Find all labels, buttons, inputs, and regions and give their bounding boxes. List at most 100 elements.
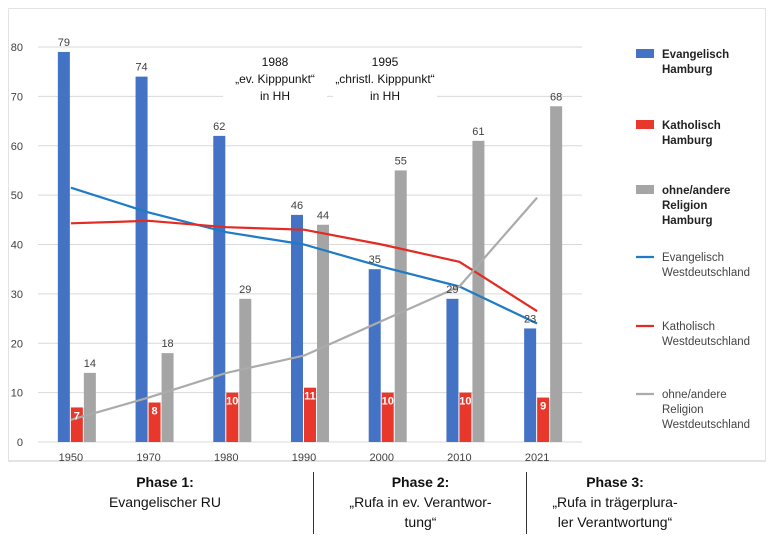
legend-item: Katholisch Hamburg — [636, 120, 721, 147]
data-label: 8 — [152, 406, 158, 418]
bar — [472, 140, 485, 442]
legend-label: Katholisch — [662, 120, 721, 132]
legend-label: Religion — [662, 404, 704, 416]
legend-swatch — [636, 49, 654, 58]
bar — [148, 402, 161, 442]
bar — [537, 397, 550, 442]
legend-label: Evangelisch — [662, 49, 729, 61]
series-line — [70, 219, 538, 313]
y-tick-label: 50 — [11, 190, 23, 202]
annotation-bg — [333, 51, 437, 105]
bar — [304, 387, 316, 442]
data-label: 62 — [213, 121, 225, 133]
annotation: 1995 „christl. Kipppunkt“ in HH — [333, 51, 437, 105]
y-tick-label: 60 — [11, 141, 23, 153]
legend-swatch — [636, 185, 654, 194]
legend-label: Hamburg — [662, 215, 712, 227]
bar — [213, 135, 226, 442]
legend-label: Westdeutschland — [662, 419, 750, 431]
phase-2-text-line2: tung“ — [404, 514, 437, 530]
annotation-text: in HH — [260, 89, 290, 103]
data-label: 29 — [239, 284, 251, 296]
data-label: 29 — [446, 284, 458, 296]
bar — [226, 392, 239, 442]
data-label: 23 — [524, 313, 536, 325]
legend-label: Westdeutschland — [662, 267, 750, 279]
data-label: 11 — [304, 391, 316, 403]
y-tick-label: 40 — [11, 240, 23, 252]
legend-label: ohne/andere — [662, 185, 730, 197]
x-tick-label: 1970 — [136, 452, 160, 462]
data-label: 55 — [395, 155, 407, 167]
phase-2-text-line1: „Rufa in ev. Verantwor- — [349, 494, 492, 510]
annotation-text: in HH — [370, 89, 400, 103]
bar — [446, 298, 459, 442]
data-label: 61 — [472, 126, 484, 138]
y-tick-label: 80 — [11, 42, 23, 54]
data-label: 46 — [291, 200, 303, 212]
y-tick-label: 30 — [11, 289, 23, 301]
phase-1-text: Evangelischer RU — [108, 494, 222, 510]
legend-swatch — [636, 120, 654, 129]
phase-2: Phase 2: „Rufa in ev. Verantwor- tung“ — [318, 472, 523, 532]
data-label: 9 — [540, 401, 546, 413]
bar — [550, 106, 563, 442]
series-line — [70, 196, 538, 421]
annotation-text: „christl. Kipppunkt“ — [335, 72, 434, 86]
y-tick-label: 0 — [17, 437, 23, 449]
data-label: 7 — [74, 410, 80, 422]
x-tick-label: 1980 — [214, 452, 238, 462]
phase-panel: Phase 1: Evangelischer RU Phase 2: „Rufa… — [0, 462, 770, 540]
legend-item: Katholisch Westdeutschland — [636, 321, 750, 348]
bar — [83, 372, 96, 442]
bar — [291, 214, 303, 442]
phase-divider-1 — [313, 472, 314, 534]
bar — [317, 224, 329, 442]
data-label: 14 — [84, 358, 96, 370]
y-tick-label: 10 — [11, 388, 23, 400]
legend-label: Evangelisch — [662, 252, 724, 264]
phase-3-text-line1: „Rufa in trägerplura- — [552, 494, 678, 510]
x-tick-label: 1990 — [292, 452, 316, 462]
data-label: 79 — [58, 37, 70, 49]
bar — [135, 76, 148, 442]
annotation-text: 1988 — [262, 55, 289, 69]
legend-label: Hamburg — [662, 135, 712, 147]
x-tick-label: 2021 — [525, 452, 549, 462]
bar — [524, 328, 537, 442]
annotation-text: „ev. Kipppunkt“ — [235, 72, 315, 86]
legend-item: ohne/andere Religion Westdeutschland — [636, 389, 750, 431]
annotation-text: 1995 — [372, 55, 399, 69]
data-label: 35 — [369, 254, 381, 266]
data-label: 44 — [317, 210, 329, 222]
y-tick-label: 20 — [11, 338, 23, 350]
x-tick-label: 2010 — [447, 452, 471, 462]
bar — [161, 353, 174, 442]
legend-label: Katholisch — [662, 321, 715, 333]
phase-2-title: Phase 2: — [391, 474, 450, 490]
bar — [459, 392, 472, 442]
data-label: 10 — [459, 396, 471, 408]
annotation: 1988 „ev. Kipppunkt“ in HH — [223, 51, 327, 105]
legend-item: Evangelisch Hamburg — [636, 49, 729, 76]
bar — [381, 392, 394, 442]
phase-3: Phase 3: „Rufa in trägerplura- ler Veran… — [530, 472, 700, 532]
chart-frame — [8, 8, 766, 461]
phase-1: Phase 1: Evangelischer RU — [60, 472, 270, 512]
legend-label: Hamburg — [662, 64, 712, 76]
legend-item: Evangelisch Westdeutschland — [636, 252, 750, 279]
legend-label: Westdeutschland — [662, 336, 750, 348]
bar — [394, 170, 407, 442]
bar — [70, 407, 83, 442]
chart-bottom-border — [8, 461, 766, 462]
data-label: 10 — [226, 396, 238, 408]
legend-item: ohne/andere Religion Hamburg — [636, 185, 730, 227]
x-tick-label: 1950 — [59, 452, 83, 462]
x-tick-label: 2000 — [369, 452, 393, 462]
annotation-bg — [223, 51, 327, 105]
phase-3-title: Phase 3: — [586, 474, 644, 490]
data-label: 18 — [161, 338, 173, 350]
data-label: 74 — [135, 62, 147, 74]
y-tick-label: 70 — [11, 91, 23, 103]
legend-label: Religion — [662, 200, 707, 212]
